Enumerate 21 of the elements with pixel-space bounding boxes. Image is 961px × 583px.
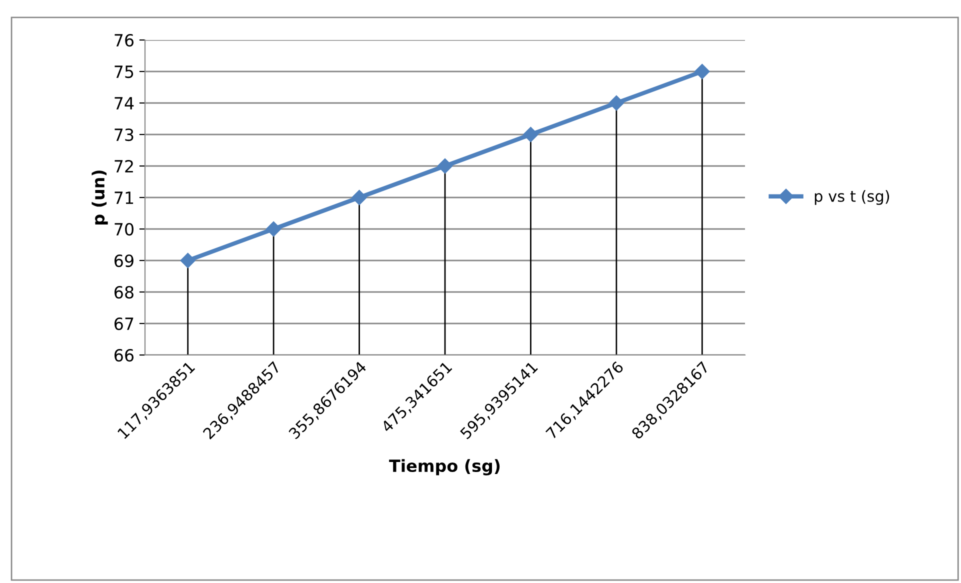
y-tick-label: 75 [114,66,134,78]
x-axis-title: Tiempo (sg) [389,459,500,476]
point [523,126,538,142]
y-tick-label: 71 [114,192,134,204]
y-tick-label: 70 [114,222,134,236]
y-tick-label: 66 [114,348,134,362]
legend-label: p vs t (sg) [814,190,890,205]
y-tick-label: 74 [114,97,134,110]
point [266,221,282,237]
y-axis-title: p (un) [92,170,108,224]
y-tick-label: 76 [114,34,134,47]
point [352,190,367,206]
y-tick-label: 67 [114,317,134,330]
y-tick-label: 73 [114,128,134,142]
point [180,252,196,268]
y-tick-label: 68 [114,286,134,299]
point [437,158,453,174]
point [608,95,624,111]
point [694,64,710,80]
y-tick-label: 72 [114,160,133,172]
y-tick-label: 69 [114,254,134,268]
